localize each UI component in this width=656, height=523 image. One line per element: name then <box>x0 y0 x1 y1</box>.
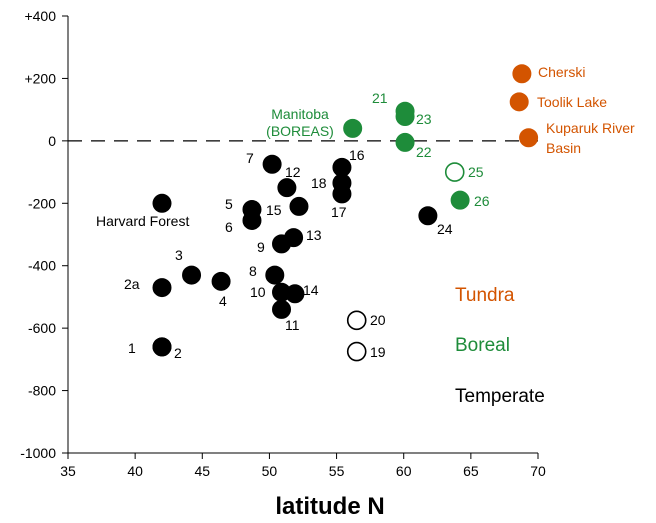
point-label: 22 <box>416 144 432 160</box>
point-label: 16 <box>349 147 365 163</box>
data-point <box>346 310 367 331</box>
point-label: 7 <box>246 150 254 166</box>
legend-entry-temperate: Temperate <box>455 386 545 407</box>
data-point <box>152 278 172 298</box>
data-point <box>277 178 297 198</box>
y-tick-label: -200 <box>28 195 56 211</box>
data-point <box>262 154 282 174</box>
point-label: 1 <box>128 340 136 356</box>
point-label: 19 <box>370 344 386 360</box>
data-point <box>332 173 352 193</box>
point-label: 8 <box>249 263 257 279</box>
data-point <box>152 337 172 357</box>
point-label: 11 <box>285 317 300 333</box>
y-tick-label: 0 <box>48 133 56 149</box>
point-label: Manitoba <box>271 106 329 122</box>
y-tick-label: +400 <box>24 8 56 24</box>
data-point <box>285 284 305 304</box>
point-label: (BOREAS) <box>266 123 334 139</box>
point-label: 15 <box>266 202 282 218</box>
y-tick-label: -400 <box>28 258 56 274</box>
data-point <box>450 190 470 210</box>
point-label: 2a <box>124 276 140 292</box>
x-tick-label: 55 <box>329 463 345 479</box>
point-label: Cherski <box>538 64 585 80</box>
point-label: 12 <box>285 164 301 180</box>
data-point <box>509 92 529 112</box>
point-label: 4 <box>219 293 227 309</box>
point-label: 20 <box>370 312 386 328</box>
data-point <box>418 206 438 226</box>
legend-entry-boreal: Boreal <box>455 335 510 356</box>
x-tick-label: 35 <box>60 463 76 479</box>
data-point <box>265 265 285 285</box>
x-tick-label: 50 <box>262 463 278 479</box>
x-axis-title: latitude N <box>275 493 384 520</box>
point-label: 3 <box>175 247 183 263</box>
y-tick-label: -600 <box>28 320 56 336</box>
data-point <box>284 228 304 248</box>
point-label: 5 <box>225 196 233 212</box>
point-label: 9 <box>257 239 265 255</box>
data-point <box>242 210 262 230</box>
x-tick-label: 70 <box>530 463 546 479</box>
data-point <box>343 118 363 138</box>
data-point <box>182 265 202 285</box>
data-point <box>152 193 172 213</box>
point-label: Basin <box>546 140 581 156</box>
point-label: 10 <box>250 284 266 300</box>
data-point <box>444 162 465 182</box>
data-point <box>519 128 539 148</box>
point-label: 18 <box>311 175 327 191</box>
data-point <box>346 341 367 362</box>
point-label: 2 <box>174 345 182 361</box>
x-tick-label: 45 <box>194 463 210 479</box>
x-tick-label: 65 <box>463 463 479 479</box>
y-tick-label: +200 <box>24 70 56 86</box>
data-point <box>289 196 309 216</box>
point-label: 25 <box>468 164 484 180</box>
y-tick-label: -800 <box>28 383 56 399</box>
point-label: 14 <box>303 282 319 298</box>
point-label: 24 <box>437 221 453 237</box>
point-label: 23 <box>416 111 432 127</box>
point-label: 21 <box>372 90 388 106</box>
legend-entry-tundra: Tundra <box>455 285 515 306</box>
y-tick-label: -1000 <box>20 445 56 461</box>
data-point <box>512 64 532 84</box>
point-label: Kuparuk River <box>546 120 635 136</box>
x-tick-label: 60 <box>396 463 412 479</box>
data-point <box>395 132 415 152</box>
point-label: 17 <box>331 204 347 220</box>
point-label: 26 <box>474 193 490 209</box>
x-tick-label: 40 <box>127 463 143 479</box>
point-label: Toolik Lake <box>537 94 607 110</box>
point-label: 13 <box>306 227 322 243</box>
point-label: Harvard Forest <box>96 213 189 229</box>
data-point <box>395 107 415 127</box>
data-point <box>211 271 231 291</box>
point-label: 6 <box>225 219 233 235</box>
data-point <box>272 299 292 319</box>
